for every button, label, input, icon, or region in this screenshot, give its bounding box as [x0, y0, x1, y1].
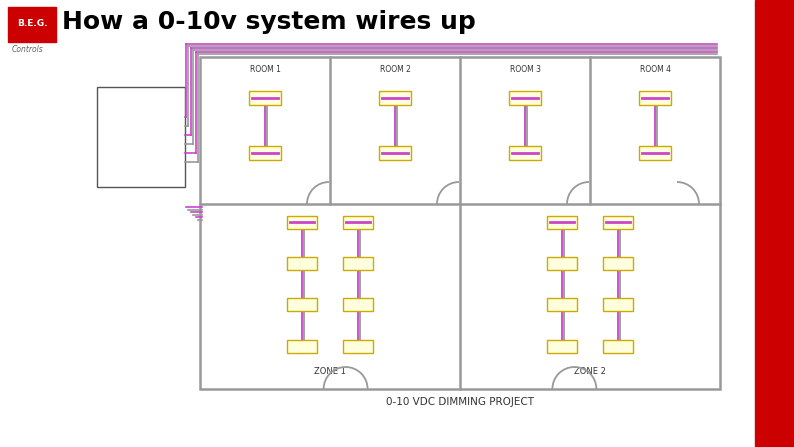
- Bar: [287, 340, 317, 353]
- Text: ROOM 4: ROOM 4: [639, 65, 670, 74]
- Bar: [603, 215, 633, 228]
- Bar: [379, 146, 411, 160]
- Text: ZONE 1: ZONE 1: [314, 367, 346, 375]
- Bar: [379, 91, 411, 105]
- Bar: [547, 257, 577, 270]
- Bar: [97, 87, 185, 187]
- Bar: [639, 91, 671, 105]
- Text: Controls: Controls: [12, 45, 44, 54]
- Bar: [287, 298, 317, 312]
- Bar: [249, 91, 281, 105]
- Text: OUTPUT 2: OUTPUT 2: [102, 125, 137, 131]
- Bar: [8, 7, 56, 42]
- Text: OUTPUT 3: OUTPUT 3: [102, 136, 137, 142]
- Bar: [509, 146, 541, 160]
- Text: OUTPUT 5: OUTPUT 5: [102, 158, 137, 164]
- Bar: [343, 298, 373, 312]
- Bar: [249, 146, 281, 160]
- Bar: [603, 298, 633, 312]
- Text: OUTPUT 1: OUTPUT 1: [102, 114, 137, 120]
- Bar: [509, 91, 541, 105]
- Bar: [343, 340, 373, 353]
- Bar: [287, 257, 317, 270]
- Text: LCP-1: LCP-1: [102, 92, 124, 98]
- Text: 0-10 VDC DIMMING PROJECT: 0-10 VDC DIMMING PROJECT: [386, 397, 534, 407]
- Bar: [639, 146, 671, 160]
- Text: OUTPUT 6: OUTPUT 6: [102, 169, 137, 175]
- Text: ZONE 2: ZONE 2: [574, 367, 606, 375]
- Bar: [343, 257, 373, 270]
- Text: ROOM 2: ROOM 2: [380, 65, 410, 74]
- Bar: [603, 257, 633, 270]
- Text: 0-10VDC: 0-10VDC: [102, 103, 133, 109]
- Bar: [603, 340, 633, 353]
- Text: How a 0-10v system wires up: How a 0-10v system wires up: [62, 10, 476, 34]
- Text: OUTPUT 4: OUTPUT 4: [102, 147, 137, 153]
- Bar: [547, 340, 577, 353]
- Bar: [547, 215, 577, 228]
- Bar: [547, 298, 577, 312]
- Bar: [200, 57, 720, 389]
- Bar: [343, 215, 373, 228]
- Text: ROOM 1: ROOM 1: [249, 65, 280, 74]
- Bar: [287, 215, 317, 228]
- Text: ROOM 3: ROOM 3: [510, 65, 541, 74]
- Text: B.E.G.: B.E.G.: [17, 20, 48, 29]
- Bar: [755, 0, 794, 447]
